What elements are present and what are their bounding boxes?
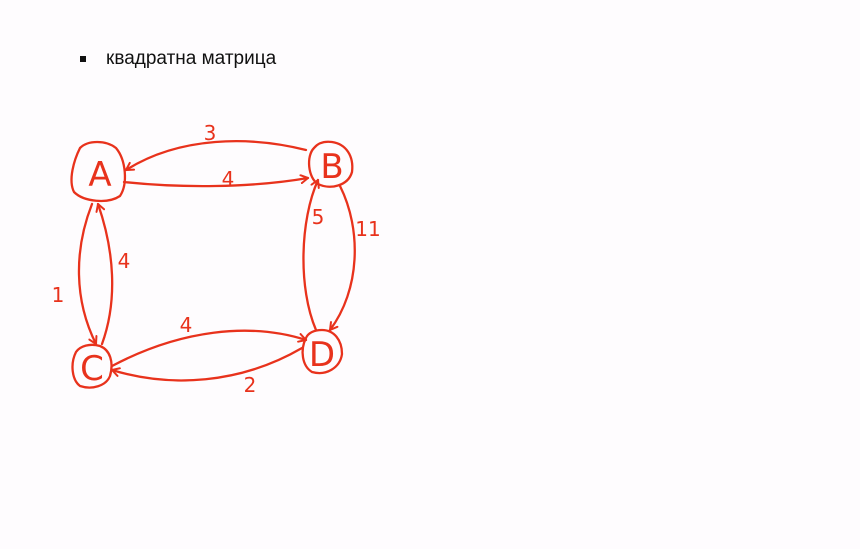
edge-a-to-b: 4 xyxy=(122,167,310,191)
bullet-marker xyxy=(80,56,86,62)
node-b: B xyxy=(307,140,354,188)
edge-d-to-c-weight: 2 xyxy=(244,373,257,397)
bullet-item: квадратна матрица xyxy=(80,48,276,70)
bullet-text: квадратна матрица xyxy=(106,48,277,69)
edge-d-to-b: 5 xyxy=(302,178,325,332)
edge-c-to-a: 4 xyxy=(95,202,131,346)
node-d: D xyxy=(301,328,344,375)
node-a-label: A xyxy=(88,155,111,195)
edge-c-to-d: 4 xyxy=(110,313,308,368)
edge-a-to-c-weight: 1 xyxy=(52,283,65,307)
node-d-label: D xyxy=(309,335,335,375)
node-b-label: B xyxy=(320,147,343,187)
edge-c-to-d-weight: 4 xyxy=(180,313,193,337)
edge-d-to-c: 2 xyxy=(110,346,304,397)
edge-b-to-a-weight: 3 xyxy=(204,121,217,145)
edge-a-to-b-weight: 4 xyxy=(222,167,235,191)
node-a: A xyxy=(70,140,127,203)
edge-c-to-a-weight: 4 xyxy=(118,249,131,273)
edge-b-to-d: 11 xyxy=(328,184,381,332)
node-c-label: C xyxy=(80,349,104,389)
edge-a-to-c: 1 xyxy=(52,202,98,346)
edge-d-to-b-weight: 5 xyxy=(312,205,325,229)
edge-b-to-d-weight: 11 xyxy=(355,217,380,241)
edge-b-to-a: 3 xyxy=(124,121,308,172)
node-c: C xyxy=(71,343,113,389)
